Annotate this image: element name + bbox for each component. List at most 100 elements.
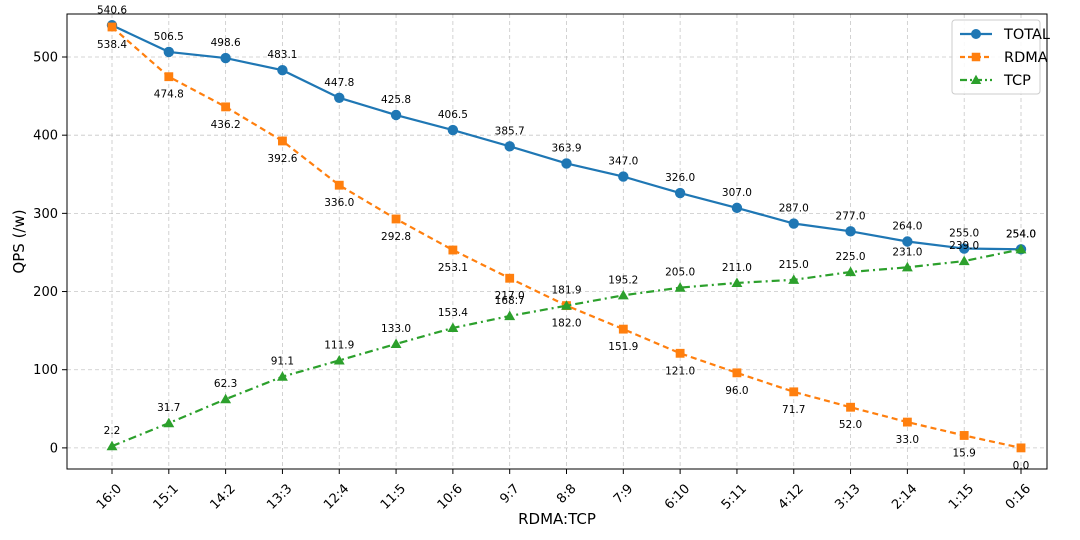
data-point-rdma: [107, 22, 117, 32]
x-tick-label: 14:2: [207, 481, 238, 512]
data-label-rdma: 217.0: [495, 290, 525, 302]
x-tick-label: 13:3: [264, 481, 295, 512]
data-point-rdma: [448, 245, 458, 255]
data-point-rdma: [675, 348, 685, 358]
data-point-total: [220, 52, 231, 64]
data-label-total: 255.0: [949, 228, 979, 240]
data-label-total: 447.8: [324, 77, 354, 89]
data-point-rdma: [846, 402, 855, 412]
x-tick-label: 12:4: [321, 481, 352, 512]
data-point-tcp: [220, 393, 232, 404]
x-tick-label: 7:9: [611, 481, 636, 506]
x-tick-label: 4:12: [776, 481, 807, 512]
series-tcp: [106, 243, 1027, 451]
data-point-rdma: [221, 102, 231, 112]
data-point-tcp: [731, 277, 743, 288]
data-point-tcp: [674, 282, 686, 292]
data-label-rdma: 33.0: [896, 434, 919, 446]
data-label-tcp: 195.2: [608, 274, 638, 286]
data-label-tcp: 111.9: [324, 339, 354, 351]
data-point-rdma: [1016, 443, 1026, 453]
data-label-total: 307.0: [722, 187, 752, 199]
y-axis: 0 100 200 300 400 500: [33, 50, 67, 456]
data-label-total: 483.1: [267, 49, 297, 61]
legend-marker-tcp: [970, 74, 982, 84]
data-label-total: 506.5: [154, 31, 184, 43]
x-tick-label: 0:16: [1003, 481, 1034, 512]
x-tick-label: 10:6: [435, 481, 466, 512]
y-tick-label: 500: [33, 50, 58, 65]
data-point-rdma: [618, 324, 628, 334]
data-point-total: [447, 124, 459, 136]
x-tick-label: 11:5: [378, 481, 409, 512]
data-label-rdma: 96.0: [725, 385, 748, 397]
data-label-total: 385.7: [495, 125, 525, 137]
x-tick-label: 2:14: [889, 481, 920, 512]
data-label-tcp: 205.0: [665, 267, 695, 279]
plot-frame: [66, 13, 1048, 470]
x-tick-label: 8:8: [554, 481, 579, 506]
data-point-total: [163, 46, 175, 58]
data-label-rdma: 71.7: [782, 404, 805, 416]
data-point-total: [390, 109, 402, 121]
data-label-rdma: 182.0: [551, 318, 581, 330]
data-label-total: 254.0: [1006, 228, 1036, 240]
data-label-rdma: 336.0: [324, 197, 354, 209]
data-label-rdma: 392.6: [267, 153, 297, 165]
series-layer: [106, 20, 1027, 453]
legend-marker-total: [971, 29, 981, 39]
x-tick-label: 1:15: [946, 481, 977, 512]
y-tick-label: 0: [50, 441, 58, 456]
x-tick-label: 9:7: [497, 481, 522, 506]
legend-item-tcp: TCP: [960, 73, 1031, 89]
data-point-tcp: [561, 300, 572, 310]
data-point-rdma: [334, 180, 344, 190]
data-label-rdma: 52.0: [839, 419, 862, 431]
data-point-tcp: [333, 354, 345, 365]
legend-label-tcp: TCP: [1003, 73, 1031, 89]
data-label-total: 287.0: [779, 203, 809, 215]
y-tick-label: 100: [33, 363, 58, 378]
data-label-total: 498.6: [211, 37, 241, 49]
data-point-tcp: [1015, 243, 1027, 254]
data-label-rdma: 474.8: [154, 89, 184, 101]
x-tick-label: 5:11: [719, 481, 750, 512]
data-point-total: [845, 226, 856, 237]
x-tick-label: 16:0: [94, 481, 125, 512]
data-label-tcp: 239.0: [949, 240, 979, 252]
data-point-total: [958, 243, 970, 254]
data-label-rdma: 121.0: [665, 365, 695, 377]
legend-item-rdma: RDMA: [960, 50, 1048, 66]
data-label-rdma: 151.9: [608, 341, 638, 353]
data-point-total: [277, 65, 288, 76]
data-label-rdma: 292.8: [381, 231, 411, 243]
data-label-tcp: 62.3: [214, 378, 237, 390]
y-axis-label: QPS (/w): [10, 209, 28, 273]
data-label-rdma: 253.1: [438, 262, 468, 274]
data-label-total: 540.6: [97, 4, 127, 16]
data-label-tcp: 231.0: [892, 246, 922, 258]
x-axis-label: RDMA:TCP: [518, 510, 596, 528]
data-point-tcp: [276, 371, 288, 381]
data-point-total: [561, 158, 572, 169]
data-point-total: [674, 187, 686, 199]
data-point-total: [731, 202, 743, 214]
data-point-rdma: [789, 387, 799, 397]
data-label-rdma: 15.9: [952, 447, 975, 459]
data-point-total: [902, 236, 913, 247]
x-tick-label: 15:1: [151, 481, 182, 512]
data-point-tcp: [163, 417, 175, 428]
data-label-total: 425.8: [381, 94, 411, 106]
data-point-rdma: [505, 273, 515, 283]
y-tick-label: 200: [33, 285, 58, 300]
legend-item-total: TOTAL: [960, 27, 1050, 43]
data-label-total: 326.0: [665, 172, 695, 184]
y-tick-label: 300: [33, 207, 58, 222]
data-label-tcp: 211.0: [722, 262, 752, 274]
grid: [67, 14, 1047, 469]
legend: TOTAL RDMA TCP: [951, 19, 1050, 95]
data-point-total: [618, 171, 629, 182]
x-tick-label: 3:13: [832, 481, 863, 512]
data-point-tcp: [958, 255, 970, 266]
